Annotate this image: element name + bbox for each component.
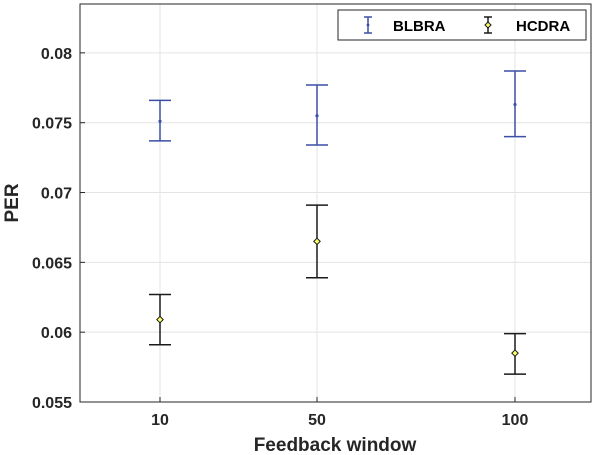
plot-frame bbox=[79, 3, 592, 403]
y-tick-label: 0.075 bbox=[32, 116, 72, 133]
y-tick-label: 0.065 bbox=[32, 255, 72, 272]
legend-box bbox=[337, 9, 587, 41]
y-tick-label: 0.055 bbox=[32, 395, 72, 412]
hcdra-errorbar bbox=[504, 332, 526, 375]
legend-icon-hcdra bbox=[484, 16, 492, 34]
y-tick-label: 0.06 bbox=[41, 325, 72, 342]
hcdra-point bbox=[511, 349, 519, 358]
blbra-point bbox=[315, 114, 319, 118]
legend-marker bbox=[484, 21, 492, 29]
blbra-errorbar bbox=[149, 99, 171, 142]
legend-icon-blbra bbox=[364, 16, 372, 34]
series-layer bbox=[149, 70, 526, 375]
legend: BLBRA HCDRA bbox=[337, 9, 587, 41]
y-axis: 0.055 0.06 0.065 0.07 0.075 0.08 bbox=[32, 46, 85, 412]
hcdra-errorbar bbox=[149, 293, 171, 346]
y-axis-title: PER bbox=[2, 183, 23, 222]
legend-marker bbox=[366, 23, 370, 27]
hcdra-point bbox=[156, 315, 164, 324]
blbra-errorbar bbox=[504, 70, 526, 138]
x-tick-label: 50 bbox=[308, 412, 326, 429]
blbra-errorbar bbox=[306, 84, 328, 146]
x-axis-title: Feedback window bbox=[254, 435, 417, 455]
legend-label-hcdra: HCDRA bbox=[516, 18, 570, 35]
y-tick-label: 0.08 bbox=[41, 46, 72, 63]
hcdra-point bbox=[313, 237, 321, 246]
legend-label-blbra: BLBRA bbox=[393, 18, 446, 35]
x-tick-label: 10 bbox=[151, 412, 169, 429]
blbra-point bbox=[158, 119, 162, 123]
x-tick-label: 100 bbox=[502, 412, 529, 429]
x-axis: 10 50 100 bbox=[151, 397, 528, 429]
blbra-point bbox=[513, 102, 517, 107]
y-tick-label: 0.07 bbox=[41, 186, 72, 203]
hcdra-errorbar bbox=[306, 204, 328, 279]
